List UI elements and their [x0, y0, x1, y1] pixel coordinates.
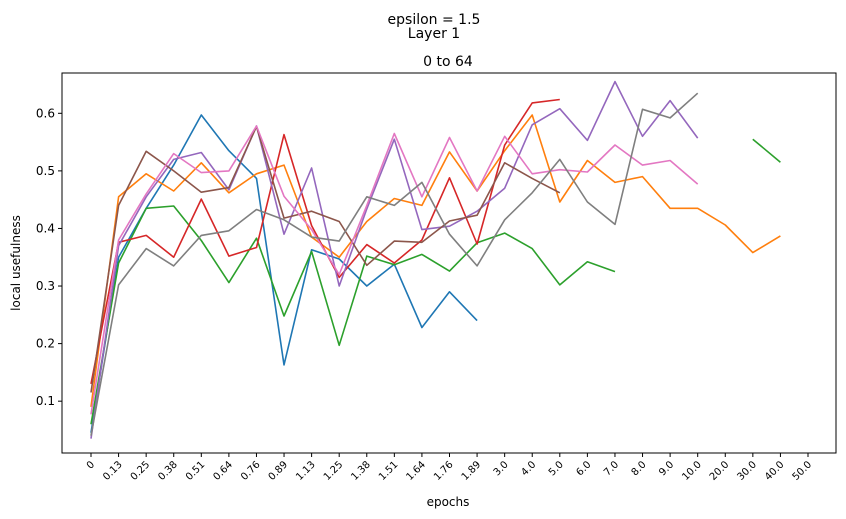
- y-tick-label: 0.2: [36, 337, 55, 351]
- y-tick-label: 0.1: [36, 394, 55, 408]
- suptitle-line2: Layer 1: [408, 26, 460, 42]
- series-line-8: [90, 92, 699, 436]
- suptitle-line1: epsilon = 1.5: [388, 12, 481, 28]
- series-layer: [90, 80, 781, 439]
- y-axis: 0.1 0.2 0.3 0.4 0.5 0.6: [36, 106, 62, 408]
- y-axis-label: local usefulness: [9, 215, 23, 311]
- y-tick-label: 0.6: [36, 106, 55, 120]
- x-axis-label: epochs: [427, 495, 470, 509]
- y-tick-label: 0.4: [36, 221, 55, 235]
- series-line-2: [90, 114, 781, 408]
- chart-title: 0 to 64: [423, 54, 473, 70]
- series-line-3: [90, 205, 616, 425]
- series-line-6: [90, 125, 561, 393]
- series-line-1: [90, 114, 478, 433]
- series-line-3-part-2: [752, 138, 781, 163]
- y-tick-label: 0.3: [36, 279, 55, 293]
- y-tick-label: 0.5: [36, 164, 55, 178]
- series-line-7: [90, 125, 699, 415]
- series-line-5: [90, 80, 699, 439]
